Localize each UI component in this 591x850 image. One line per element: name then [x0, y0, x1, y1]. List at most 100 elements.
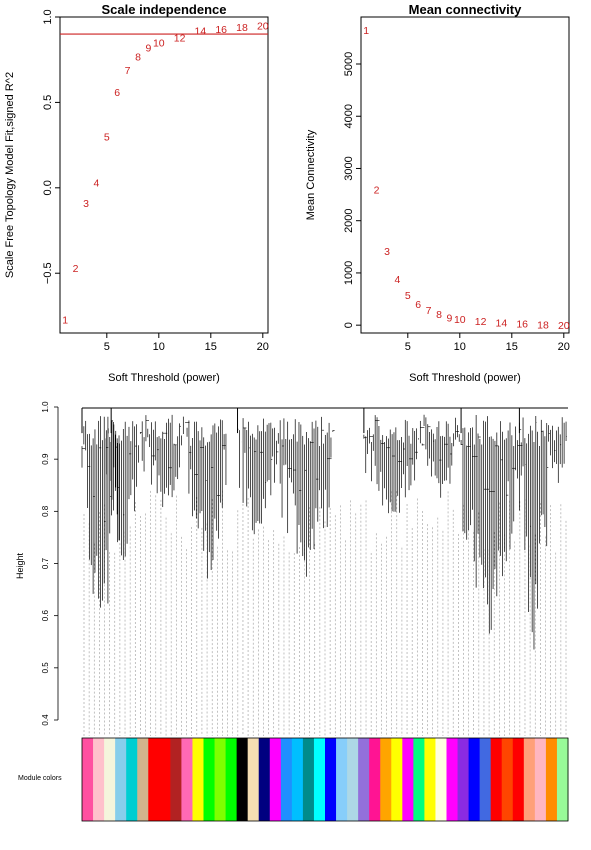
mean-ytick-label: 5000	[343, 52, 355, 76]
dendro-branch	[188, 419, 227, 579]
mean-connectivity-panel: Mean connectivity Soft Threshold (power)…	[305, 2, 570, 384]
module-color-segment	[82, 738, 94, 821]
dendro-branch	[139, 414, 190, 508]
mean-ytick-label: 0	[343, 322, 355, 328]
module-color-segment	[159, 738, 171, 821]
colorbar-label: Module colors	[18, 775, 62, 782]
mean-point-label: 20	[558, 320, 570, 332]
scale-xlabel: Soft Threshold (power)	[108, 372, 220, 384]
module-color-segment	[413, 738, 426, 821]
dendrogram-panel: 0.4 0.5 0.6 0.7 0.8 0.9 1.0 Height Module colo…	[15, 401, 569, 822]
mean-ytick-label: 3000	[343, 156, 355, 180]
module-color-segment	[512, 738, 525, 821]
dendro-ytick-label: 1.0	[41, 401, 50, 413]
dendro-ytick-label: 0.8	[41, 505, 50, 517]
module-color-segment	[424, 738, 437, 821]
mean-ytick-label: 1000	[343, 261, 355, 285]
module-color-frame	[81, 737, 569, 822]
mean-point-label: 7	[426, 305, 432, 317]
scale-xtick-label: 5	[104, 341, 110, 353]
module-color-segment	[325, 738, 337, 821]
module-color-segment	[479, 738, 492, 821]
scale-point-label: 6	[114, 87, 120, 99]
module-color-segment	[247, 738, 260, 821]
mean-xlabel: Soft Threshold (power)	[409, 372, 521, 384]
dendro-branch	[81, 416, 120, 608]
mean-xtick-label: 15	[506, 341, 518, 353]
module-color-segment	[181, 738, 194, 821]
mean-ylabel: Mean Connectivity	[305, 129, 317, 220]
module-color-segment	[446, 738, 459, 821]
mean-ytick-label: 2000	[343, 208, 355, 232]
dendro-ytick-label: 0.4	[41, 714, 50, 726]
mean-point-label: 16	[516, 319, 528, 331]
dendro-branch	[519, 416, 549, 650]
dendro-ytick-label: 0.7	[41, 557, 50, 569]
scale-ytick-label: 1.0	[42, 9, 54, 24]
dendro-branch	[276, 416, 335, 577]
module-color-segment	[556, 738, 569, 821]
module-color-segment	[347, 738, 359, 821]
mean-xtick-label: 5	[405, 341, 411, 353]
module-color-segment	[402, 738, 414, 821]
dendro-ylabel: Height	[15, 552, 25, 579]
module-color-segment	[225, 738, 238, 821]
module-color-segment	[369, 738, 381, 821]
module-color-segment	[545, 738, 558, 821]
module-color-segment	[435, 738, 448, 821]
scale-point-label: 9	[145, 43, 151, 55]
module-color-segment	[126, 738, 138, 821]
module-color-segment	[457, 738, 470, 821]
scale-point-label: 8	[135, 51, 141, 63]
module-color-segment	[380, 738, 392, 821]
scale-xtick-label: 20	[257, 341, 269, 353]
mean-ytick-label: 4000	[343, 104, 355, 128]
dendro-ytick-label: 0.9	[41, 453, 50, 465]
mean-title: Mean connectivity	[409, 2, 522, 17]
module-color-segment	[104, 738, 116, 821]
scale-ytick-label: −0.5	[42, 262, 54, 284]
scale-ytick-label: 0.0	[42, 180, 54, 195]
scale-title: Scale independence	[102, 2, 227, 17]
module-color-segment	[148, 738, 160, 821]
scale-point-label: 12	[174, 32, 186, 44]
mean-point-label: 9	[446, 312, 452, 324]
mean-point-label: 1	[363, 25, 369, 37]
scale-ytick-label: 0.5	[42, 95, 54, 110]
module-color-segment	[291, 738, 304, 821]
module-color-segment	[302, 738, 315, 821]
module-color-segment	[203, 738, 216, 821]
mean-point-label: 14	[496, 318, 508, 330]
module-color-segment	[523, 738, 536, 821]
module-color-segment	[93, 738, 105, 821]
module-color-segment	[236, 738, 249, 821]
scale-ylabel: Scale Free Topology Model Fit,signed R^2	[4, 72, 16, 278]
scale-point-label: 2	[73, 263, 79, 275]
mean-plot-frame	[360, 16, 570, 334]
mean-xtick-label: 10	[454, 341, 466, 353]
scale-plot-frame	[59, 16, 269, 334]
module-color-segment	[391, 738, 403, 821]
dendro-branch	[105, 420, 139, 560]
scale-xtick-label: 15	[205, 341, 217, 353]
module-color-segment	[534, 738, 547, 821]
module-color-segment	[490, 738, 503, 821]
module-color-segment	[280, 738, 293, 821]
dendro-ytick-label: 0.5	[41, 662, 50, 674]
scale-point-label: 10	[153, 38, 165, 50]
module-color-segment	[269, 738, 282, 821]
module-color-segment	[468, 738, 481, 821]
dendro-branch	[363, 415, 425, 514]
mean-point-label: 10	[454, 314, 466, 326]
mean-point-label: 12	[475, 316, 487, 328]
module-color-segment	[170, 738, 183, 821]
dendro-branch	[421, 414, 460, 498]
scale-point-label: 3	[83, 198, 89, 210]
module-color-segment	[336, 738, 348, 821]
mean-point-label: 4	[394, 274, 400, 286]
dendro-branch	[548, 417, 567, 483]
mean-xtick-label: 20	[558, 341, 570, 353]
module-color-segment	[214, 738, 227, 821]
dendro-ytick-label: 0.6	[41, 610, 50, 622]
